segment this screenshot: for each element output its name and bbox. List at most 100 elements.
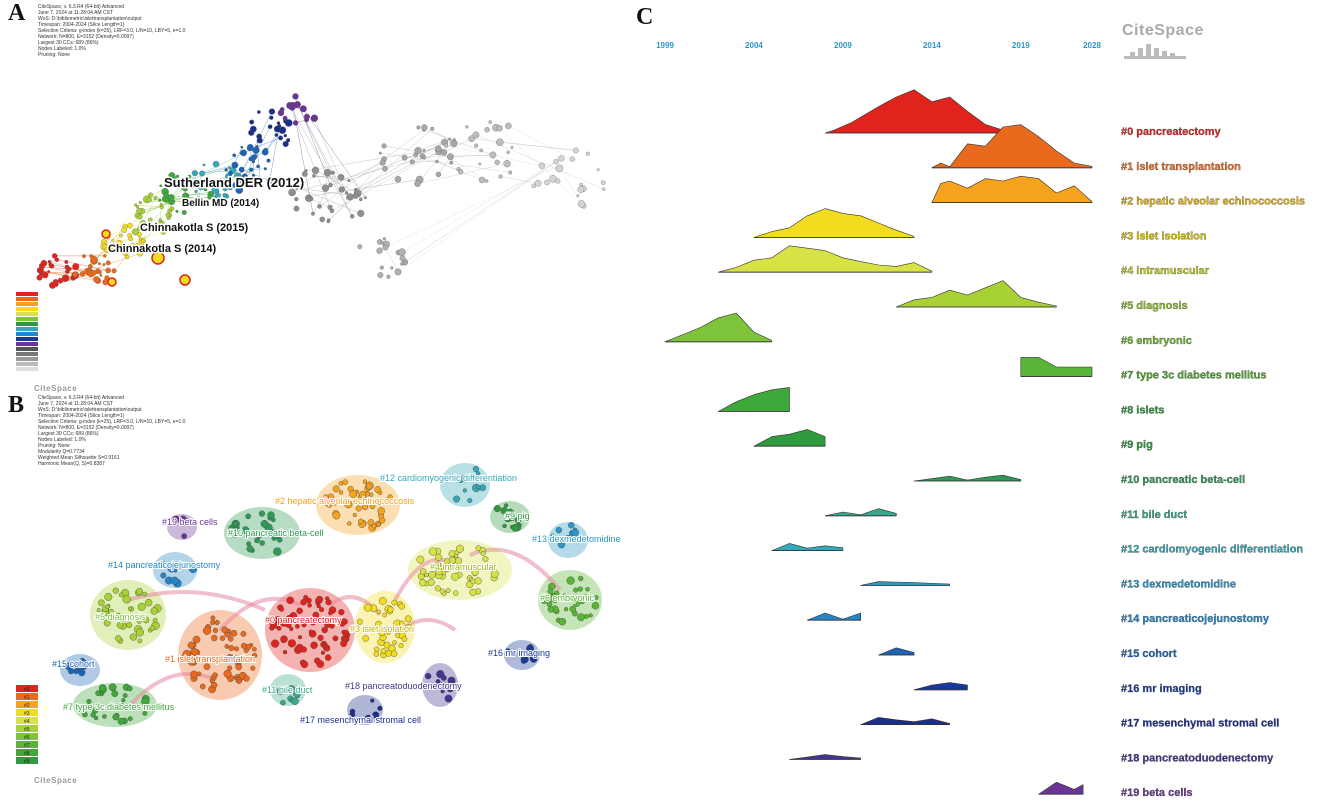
cluster-node: [149, 625, 156, 631]
cluster-node: [338, 609, 345, 616]
x-tick-label: 1999: [656, 41, 674, 50]
cluster-node: [367, 519, 375, 526]
cluster-node: [340, 640, 348, 648]
network-node: [103, 254, 107, 258]
highlighted-node: [101, 229, 111, 239]
cluster-node: [179, 515, 187, 523]
network-edge: [385, 158, 573, 248]
network-edge: [385, 247, 399, 273]
timeline-area-2: [931, 175, 1093, 203]
network-node: [293, 205, 300, 212]
network-node: [47, 270, 51, 274]
cluster-node: [280, 635, 288, 643]
cluster-node: [420, 568, 427, 575]
network-node: [472, 131, 480, 139]
network-edge: [314, 118, 349, 198]
network-node: [479, 148, 483, 153]
network-edge: [195, 181, 218, 192]
panel-b-meta-line: Selection Criteria: g-index (k=25), LRF=…: [38, 419, 186, 425]
network-node: [474, 143, 479, 148]
cluster-label: #13 dexmedetomidine: [532, 534, 621, 544]
cluster-node: [112, 713, 120, 721]
network-edge: [328, 128, 433, 221]
cluster-node: [520, 657, 527, 664]
cluster-node: [268, 528, 276, 536]
cluster-node: [142, 710, 148, 716]
cluster-node: [241, 526, 250, 535]
cluster-label: #0 pancreatectomy: [265, 615, 342, 625]
network-edge: [438, 156, 451, 175]
panel-b-meta-line: CiteSpace, v. 6.3.R4 (64-bit) Advanced: [38, 395, 125, 401]
legend-swatch: [16, 717, 38, 724]
network-node: [294, 197, 299, 202]
cluster-label: #6 embryonic: [540, 593, 595, 603]
legend-label: #8: [24, 751, 30, 757]
network-edge: [397, 161, 557, 273]
network-node: [240, 145, 244, 149]
network-node: [277, 124, 282, 128]
cluster-node: [316, 595, 324, 603]
cluster-node: [577, 586, 583, 592]
series-label: #15 cohort: [1121, 648, 1177, 660]
network-node: [97, 262, 101, 266]
panel-b-color-legend: #0 #1 #2 #3 #4 #5 #6 #7 #8 #9: [16, 685, 38, 765]
cluster-node: [199, 683, 206, 690]
cluster-node: [210, 615, 216, 621]
cluster-node: [578, 575, 584, 582]
network-node: [382, 244, 389, 251]
network-node: [48, 262, 53, 267]
cluster-node: [475, 471, 481, 476]
cluster-node: [279, 606, 285, 612]
network-node: [121, 243, 125, 247]
network-node: [435, 171, 442, 178]
cluster-node: [555, 526, 563, 534]
cluster-node: [332, 511, 341, 520]
legend-swatch: [16, 725, 38, 732]
cluster-node: [511, 524, 520, 532]
cluster-node: [126, 622, 133, 629]
cluster-node: [221, 626, 229, 634]
cluster-node: [377, 705, 383, 711]
series-label: #12 cardiomyogenic differentiation: [1121, 544, 1303, 556]
network-node: [496, 125, 503, 132]
cluster-node: [588, 613, 593, 618]
network-node: [577, 186, 585, 193]
cluster-node: [570, 597, 576, 603]
series-label: #14 pancreaticojejunostomy: [1121, 613, 1270, 625]
network-node: [89, 254, 94, 259]
network-node: [141, 239, 145, 243]
cluster-region: [270, 674, 306, 706]
cluster-label: #11 bile duct: [262, 685, 313, 695]
panel-a-meta-line: Selection Criteria: g-index (k=25), LRF=…: [38, 28, 186, 34]
timeline-area-10: [913, 474, 1022, 482]
network-node: [237, 177, 244, 184]
legend-swatch: [16, 701, 38, 708]
network-node: [224, 180, 231, 187]
cluster-node: [376, 609, 381, 614]
legend-label: #6: [24, 735, 30, 741]
timeline-area-3: [753, 208, 915, 238]
cluster-node: [115, 612, 122, 619]
panel-a-logo-text: CiteSpace: [34, 384, 78, 393]
network-node: [421, 124, 428, 131]
network-node: [142, 221, 149, 228]
network-node: [175, 209, 179, 213]
network-node: [382, 165, 388, 172]
panel-a-meta-line: Largest 30 CCs: 689 (86%): [38, 40, 99, 46]
panel-b-meta-line: Nodes Labeled: 1.0%: [38, 437, 86, 443]
network-edge: [499, 141, 576, 151]
cluster-node: [243, 675, 250, 682]
highlighted-node: [151, 251, 165, 265]
network-node: [309, 196, 314, 201]
legend-label: #0: [24, 687, 30, 693]
network-edge: [289, 105, 353, 217]
network-node: [237, 174, 242, 179]
series-label: #18 pancreatoduodenectomy: [1121, 752, 1274, 764]
cluster-node: [376, 499, 383, 506]
network-node: [131, 228, 139, 236]
network-node: [251, 173, 256, 178]
node-label-bellin: Bellin MD (2014): [182, 198, 259, 209]
cluster-node: [319, 607, 325, 613]
network-node: [390, 266, 394, 270]
panel-b-letter: B: [8, 392, 25, 418]
